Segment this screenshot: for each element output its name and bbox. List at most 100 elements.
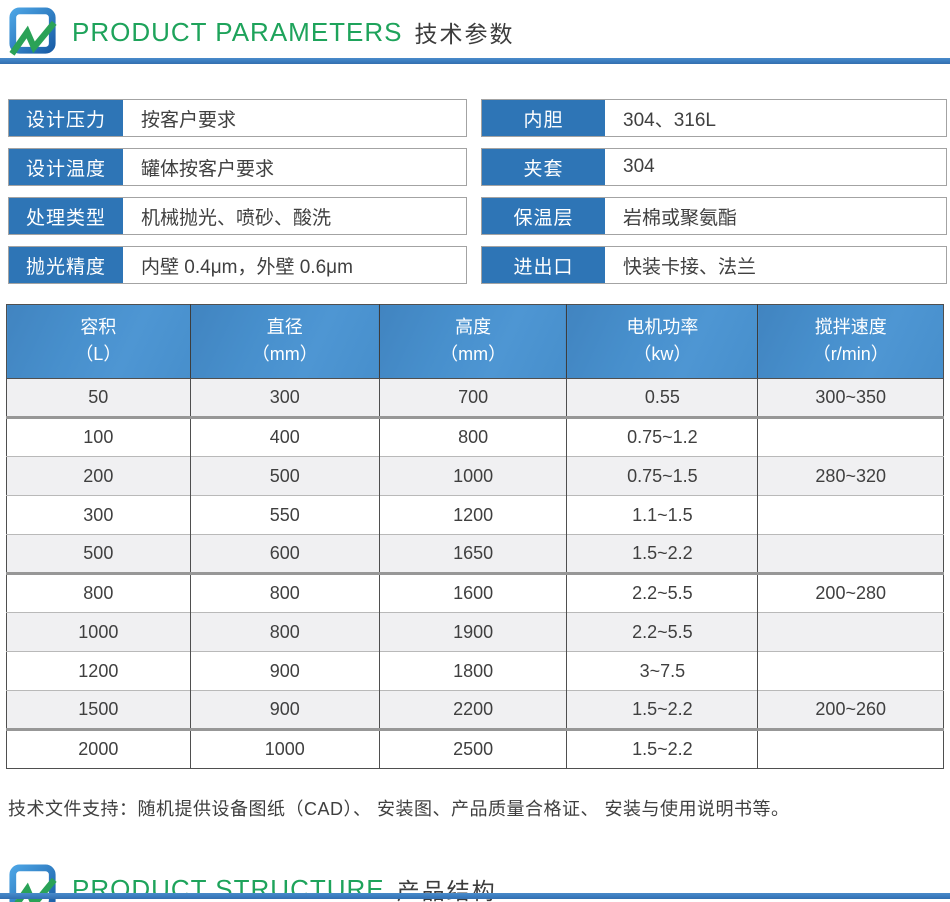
spec-cell-volume: 1500 — [6, 690, 191, 731]
spec-cell-power: 2.2~5.5 — [566, 612, 758, 652]
spec-cell-speed — [757, 534, 944, 575]
spec-col-header-line1: 直径 — [266, 317, 303, 337]
param-value: 按客户要求 — [141, 109, 237, 131]
spec-row-500: 500 600 1650 1.5~2.2 — [6, 534, 944, 575]
spec-col-header-line2: （mm） — [251, 344, 318, 364]
spec-cell-diameter: 800 — [189, 612, 380, 652]
spec-col-header-line1: 高度 — [455, 317, 492, 337]
spec-cell-volume: 500 — [6, 534, 191, 575]
spec-row-1000: 1000 800 1900 2.2~5.5 — [6, 612, 944, 652]
spec-cell-height: 1650 — [378, 534, 567, 575]
spec-cell-speed — [757, 729, 944, 769]
bottom-divider — [0, 893, 950, 899]
param-box-right-1: 夹套 304 — [481, 148, 947, 186]
section-title-en: PRODUCT PARAMETERS — [72, 16, 403, 47]
spec-cell-power: 0.75~1.2 — [566, 417, 758, 457]
spec-cell-speed: 280~320 — [757, 456, 944, 496]
spec-cell-volume: 1200 — [6, 651, 191, 691]
spec-cell-speed — [757, 612, 944, 652]
param-value: 304、316L — [623, 109, 716, 131]
param-box-right-2: 保温层 岩棉或聚氨酯 — [481, 197, 947, 235]
param-box-right-0: 内胆 304、316L — [481, 99, 947, 137]
spec-cell-volume: 100 — [6, 417, 191, 457]
parameters-grid: 设计压力 按客户要求 设计温度 罐体按客户要求 处理类型 机械抛光、喷砂、酸洗 抛光精度 内壁… — [0, 64, 950, 284]
spec-table-body: 50 300 700 0.55 300~350 100 400 800 0.75~1.2 200 5… — [6, 378, 944, 769]
spec-cell-volume: 200 — [6, 456, 191, 496]
param-value: 快装卡接、法兰 — [623, 256, 757, 278]
param-box-right-3: 进出口 快装卡接、法兰 — [481, 246, 947, 284]
spec-cell-volume: 2000 — [6, 729, 191, 769]
spec-cell-power: 1.5~2.2 — [566, 534, 758, 575]
spec-col-header-line1: 电机功率 — [626, 317, 699, 337]
support-note: 技术文件支持：随机提供设备图纸（CAD）、 安装图、产品质量合格证、 安装与使用… — [8, 799, 790, 819]
section-divider — [0, 58, 950, 64]
spec-cell-speed: 200~280 — [757, 573, 944, 613]
spec-cell-diameter: 900 — [189, 690, 380, 731]
param-box-left-3: 抛光精度 内壁 0.4μm，外壁 0.6μm — [8, 246, 467, 284]
spec-col-header-3: 电机功率 （kw） — [566, 304, 758, 379]
param-label: 进出口 — [482, 247, 605, 283]
param-value: 304 — [623, 156, 655, 177]
param-label: 保温层 — [482, 198, 605, 234]
spec-cell-height: 800 — [378, 417, 567, 457]
param-value: 岩棉或聚氨酯 — [623, 207, 738, 229]
spec-cell-power: 0.75~1.5 — [566, 456, 758, 496]
spec-col-header-line2: （L） — [75, 344, 122, 364]
spec-cell-power: 1.5~2.2 — [566, 690, 758, 731]
spec-header-row: 容积 （L） 直径 （mm） 高度 （mm） 电机功率 （kw） 搅拌速度 （r/min） — [6, 304, 944, 379]
spec-cell-speed — [757, 495, 944, 535]
param-label: 夹套 — [482, 149, 605, 185]
spec-cell-height: 1000 — [378, 456, 567, 496]
param-box-left-2: 处理类型 机械抛光、喷砂、酸洗 — [8, 197, 467, 235]
spec-cell-speed: 300~350 — [757, 378, 944, 419]
spec-cell-diameter: 900 — [189, 651, 380, 691]
spec-cell-diameter: 1000 — [189, 729, 380, 769]
product-parameters-header: PRODUCT PARAMETERS 技术参数 — [0, 0, 950, 56]
spec-cell-speed: 200~260 — [757, 690, 944, 731]
spec-cell-diameter: 500 — [189, 456, 380, 496]
spec-col-header-line2: （kw） — [633, 344, 692, 364]
spec-col-header-line2: （r/min） — [812, 344, 889, 364]
spec-row-1500: 1500 900 2200 1.5~2.2 200~260 — [6, 690, 944, 731]
parameters-column-right: 内胆 304、316L 夹套 304 保温层 岩棉或聚氨酯 进出口 快装卡接、法兰 — [481, 99, 947, 284]
param-value: 机械抛光、喷砂、酸洗 — [141, 207, 332, 229]
param-label: 内胆 — [482, 100, 605, 136]
spec-cell-height: 700 — [378, 378, 567, 419]
spec-cell-diameter: 800 — [189, 573, 380, 613]
spec-cell-height: 1900 — [378, 612, 567, 652]
spec-col-header-2: 高度 （mm） — [378, 304, 567, 379]
spec-col-header-line2: （mm） — [440, 344, 507, 364]
spec-cell-power: 0.55 — [566, 378, 758, 419]
spec-cell-height: 1800 — [378, 651, 567, 691]
spec-cell-speed — [757, 651, 944, 691]
spec-cell-volume: 50 — [6, 378, 191, 419]
spec-cell-power: 1.5~2.2 — [566, 729, 758, 769]
spec-col-header-line1: 搅拌速度 — [814, 317, 887, 337]
spec-cell-speed — [757, 417, 944, 457]
spec-row-1200: 1200 900 1800 3~7.5 — [6, 651, 944, 691]
param-value: 罐体按客户要求 — [141, 158, 275, 180]
spec-row-2000: 2000 1000 2500 1.5~2.2 — [6, 729, 944, 769]
spec-cell-height: 2200 — [378, 690, 567, 731]
spec-cell-diameter: 300 — [189, 378, 380, 419]
param-label: 设计温度 — [9, 149, 123, 185]
spec-cell-diameter: 600 — [189, 534, 380, 575]
spec-cell-volume: 1000 — [6, 612, 191, 652]
spec-cell-diameter: 550 — [189, 495, 380, 535]
spec-col-header-line1: 容积 — [80, 317, 117, 337]
spec-cell-diameter: 400 — [189, 417, 380, 457]
spec-cell-height: 1600 — [378, 573, 567, 613]
spec-cell-height: 2500 — [378, 729, 567, 769]
spec-cell-power: 2.2~5.5 — [566, 573, 758, 613]
spec-row-800: 800 800 1600 2.2~5.5 200~280 — [6, 573, 944, 613]
spec-row-200: 200 500 1000 0.75~1.5 280~320 — [6, 456, 944, 496]
spec-col-header-0: 容积 （L） — [6, 304, 191, 379]
param-value: 内壁 0.4μm，外壁 0.6μm — [141, 256, 353, 278]
spec-table-head: 容积 （L） 直径 （mm） 高度 （mm） 电机功率 （kw） 搅拌速度 （r/min） — [6, 304, 944, 379]
param-label: 处理类型 — [9, 198, 123, 234]
spec-cell-height: 1200 — [378, 495, 567, 535]
spec-cell-power: 1.1~1.5 — [566, 495, 758, 535]
spec-table: 容积 （L） 直径 （mm） 高度 （mm） 电机功率 （kw） 搅拌速度 （r/min） 50 3… — [6, 304, 944, 769]
parameters-column-left: 设计压力 按客户要求 设计温度 罐体按客户要求 处理类型 机械抛光、喷砂、酸洗 抛光精度 内壁… — [8, 99, 467, 284]
